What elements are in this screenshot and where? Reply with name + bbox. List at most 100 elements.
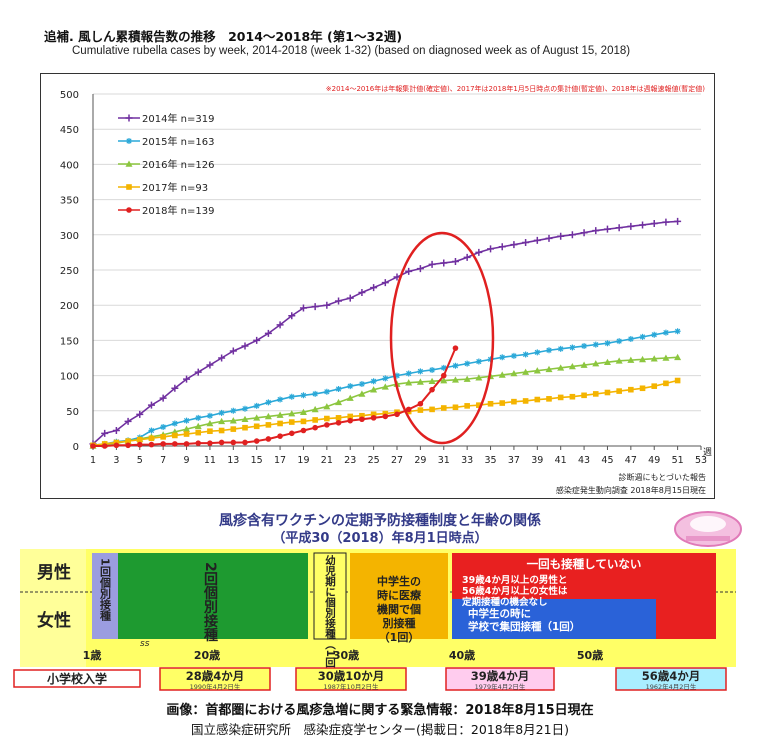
data-point xyxy=(253,402,260,409)
data-point xyxy=(557,394,564,401)
chart-source-1: 診断週にもとづいた報告 xyxy=(618,472,706,482)
data-point xyxy=(125,438,131,444)
x-tick-label: 27 xyxy=(391,455,403,466)
y-tick-label: 150 xyxy=(60,336,79,347)
data-point xyxy=(674,217,682,225)
data-point xyxy=(183,375,191,383)
data-point xyxy=(546,347,552,354)
data-point xyxy=(229,417,237,424)
data-point xyxy=(604,389,611,396)
y-tick-label: 100 xyxy=(60,372,79,383)
data-point xyxy=(171,384,179,392)
x-tick-label: 1 xyxy=(90,455,96,466)
data-point xyxy=(370,378,377,385)
y-tick-label: 200 xyxy=(60,301,79,312)
data-point xyxy=(311,405,319,413)
x-tick-label: 25 xyxy=(368,455,380,466)
x-unit-label: 週 xyxy=(703,447,712,458)
data-point xyxy=(440,405,447,411)
data-point xyxy=(207,440,213,446)
data-point xyxy=(616,338,623,345)
data-point xyxy=(405,267,413,275)
data-point xyxy=(615,224,623,232)
tag-primary-label: 小学校入学 xyxy=(47,671,107,686)
never-note-l2: 56歳4か月以上の女性は xyxy=(462,585,568,597)
highlight-ellipse xyxy=(389,231,495,445)
y-tick-label: 300 xyxy=(60,231,79,242)
data-point xyxy=(113,439,120,446)
chart-title-en: Cumulative rubella cases by week, 2014-2… xyxy=(72,45,631,57)
data-point xyxy=(545,234,553,242)
data-point xyxy=(136,436,143,443)
data-point xyxy=(370,386,378,393)
data-point xyxy=(440,372,447,379)
x-tick-label: 9 xyxy=(184,455,190,466)
x-tick-label: 7 xyxy=(160,455,166,466)
footer-caption: 画像：首都圏における風疹急増に関する緊急情報：2018年8月15日現在 xyxy=(166,703,594,718)
legend-swatch-marker xyxy=(125,160,133,167)
data-point xyxy=(639,333,646,340)
data-point xyxy=(183,417,190,424)
age-axis: 1歳 20歳 30歳 40歳 50歳 ss xyxy=(83,639,603,662)
legend-swatch-marker xyxy=(126,207,132,213)
data-point xyxy=(592,360,600,367)
data-point xyxy=(218,439,225,446)
data-point xyxy=(113,442,120,449)
data-point xyxy=(534,396,541,403)
data-point xyxy=(230,426,237,432)
data-point xyxy=(206,412,213,419)
x-tick-label: 45 xyxy=(601,455,613,466)
y-tick-label: 0 xyxy=(73,442,79,453)
segment-never-female xyxy=(656,599,716,639)
data-point xyxy=(335,385,342,392)
tag-39-label: 39歳4か月 xyxy=(471,669,530,683)
data-point xyxy=(160,434,166,440)
row-label-bg xyxy=(20,549,86,667)
data-point xyxy=(522,239,530,247)
data-point xyxy=(674,328,681,335)
data-point xyxy=(90,443,96,449)
data-point xyxy=(359,412,365,419)
segment-never xyxy=(452,553,716,599)
data-point xyxy=(498,243,506,251)
data-point xyxy=(112,427,120,435)
data-point xyxy=(335,419,342,426)
data-point xyxy=(475,358,482,365)
data-point xyxy=(264,412,272,420)
data-point xyxy=(511,398,517,405)
data-point xyxy=(452,345,459,351)
data-point xyxy=(545,365,553,373)
data-point xyxy=(662,354,670,361)
x-tick-label: 35 xyxy=(484,455,496,466)
data-point xyxy=(101,429,109,437)
tag-30-label: 30歳10か月 xyxy=(318,669,385,683)
data-point xyxy=(417,407,424,413)
chart-note: ※2014〜2016年は年報集計値(確定値)、2017年は2018年1月5日時点… xyxy=(326,84,705,93)
tag-56-label: 56歳4か月 xyxy=(642,669,701,683)
data-point xyxy=(451,376,459,383)
age-tick-40: 40歳 xyxy=(449,648,475,662)
x-tick-label: 43 xyxy=(578,455,590,466)
y-tick-label: 450 xyxy=(60,125,79,136)
data-point xyxy=(616,388,622,394)
data-point xyxy=(300,427,307,434)
age-tick-1: 1歳 xyxy=(83,648,102,662)
legend-label: 2015年 n=163 xyxy=(142,135,214,148)
data-point xyxy=(568,362,576,370)
data-point xyxy=(241,342,249,350)
data-point xyxy=(429,366,436,373)
data-point xyxy=(592,227,600,235)
data-point xyxy=(510,352,517,359)
x-tick-label: 53 xyxy=(695,455,707,466)
vaccine-title: 風疹含有ワクチンの定期予防接種制度と年齢の関係 xyxy=(219,513,541,529)
data-point xyxy=(264,329,272,337)
data-point xyxy=(323,301,331,309)
data-point xyxy=(230,407,237,414)
data-point xyxy=(382,413,389,420)
tag-39-bg xyxy=(445,667,555,691)
row-label-male: 男性 xyxy=(37,562,71,583)
data-point xyxy=(253,438,260,444)
data-point xyxy=(276,411,284,418)
